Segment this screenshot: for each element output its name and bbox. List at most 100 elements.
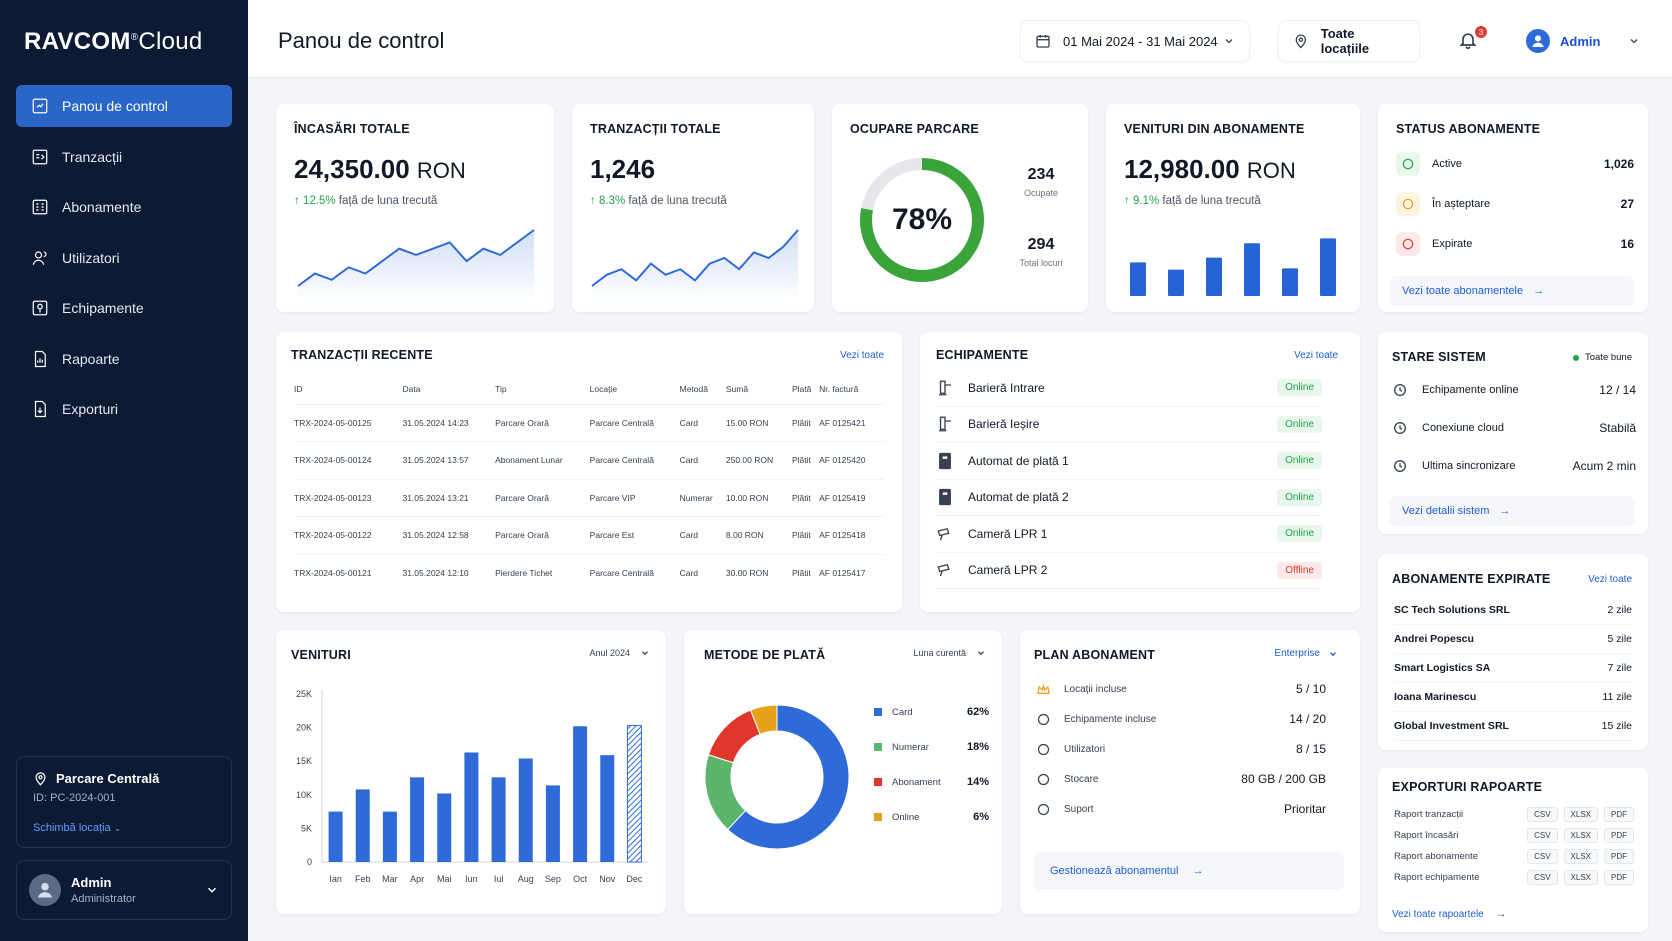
- sidebar-item-label: Exporturi: [62, 401, 119, 417]
- table-cell: AF 0125420: [819, 441, 884, 479]
- sidebar-item-2[interactable]: Tranzacții: [16, 136, 232, 178]
- equipment-row[interactable]: Cameră LPR 1 Online: [936, 516, 1322, 553]
- arrow-right-icon: →: [1533, 285, 1545, 297]
- expired-subscription-row[interactable]: SC Tech Solutions SRL 2 zile: [1394, 596, 1632, 625]
- column-header: Locație: [589, 383, 618, 394]
- chevron-down-icon[interactable]: [205, 883, 219, 897]
- plan-feature-label: Utilizatori: [1064, 743, 1106, 755]
- status-label: Expirate: [1432, 238, 1473, 250]
- table-cell: Parcare Centrală: [589, 441, 680, 479]
- trend-up-icon: ↑: [1124, 195, 1130, 207]
- status-value: 1,026: [1603, 157, 1634, 171]
- expired-subscription-row[interactable]: Ioana Marinescu 11 zile: [1394, 683, 1632, 712]
- report-export-row: Raport încasări CSV XLSX PDF: [1394, 825, 1634, 846]
- plan-select[interactable]: Enterprise: [1274, 648, 1338, 659]
- bar: [1320, 238, 1336, 296]
- clock-icon: [1036, 712, 1054, 727]
- bar: [1244, 243, 1260, 296]
- system-status-row: Echipamente online 12 / 14: [1392, 382, 1636, 398]
- equipment-row[interactable]: Automat de plată 2 Online: [936, 480, 1322, 516]
- transactions-table: ID Data Tip Locație Metodă Sumă Plată Nr. factu…: [294, 374, 884, 592]
- card-title: PLAN ABONAMENT: [1034, 648, 1156, 662]
- sidebar-item-label: Abonamente: [62, 199, 142, 215]
- table-cell: Parcare Est: [589, 516, 680, 554]
- table-row[interactable]: TRX-2024-05-00121 31.05.2024 12:10 Pierder…: [294, 553, 884, 592]
- sidebar-item-1[interactable]: Panou de control: [16, 85, 232, 127]
- support-icon: [1036, 802, 1054, 817]
- kpi-unit: RON: [416, 158, 466, 183]
- table-row[interactable]: TRX-2024-05-00122 31.05.2024 12:58 Parcare…: [294, 516, 884, 554]
- table-row[interactable]: TRX-2024-05-00124 31.05.2024 13:57 Aboname…: [294, 441, 884, 479]
- view-all-transactions-link[interactable]: Vezi toate: [840, 350, 884, 361]
- kpi-title: TRANZACȚII TOTALE: [590, 122, 721, 136]
- user-card[interactable]: Admin Administrator: [16, 860, 232, 920]
- export-format-button[interactable]: CSV: [1527, 849, 1558, 864]
- sidebar-item-3[interactable]: Abonamente: [16, 186, 232, 228]
- export-format-button[interactable]: CSV: [1527, 807, 1558, 822]
- export-format-button[interactable]: XLSX: [1563, 807, 1598, 822]
- revenue-period-select[interactable]: Anul 2024: [589, 648, 650, 658]
- sidebar-item-7[interactable]: Exporturi: [16, 388, 232, 430]
- export-format-button[interactable]: XLSX: [1563, 828, 1598, 843]
- table-cell: Parcare Orară: [495, 478, 590, 517]
- equipment-row[interactable]: Cameră LPR 2 Offline: [936, 553, 1322, 589]
- export-format-button[interactable]: PDF: [1604, 849, 1634, 864]
- admin-menu[interactable]: Admin: [1526, 29, 1640, 53]
- trend-note: față de luna trecută: [1162, 195, 1261, 207]
- x-tick-label: Nov: [599, 874, 616, 884]
- column-header: Sumă: [725, 383, 749, 394]
- table-cell: TRX-2024-05-00124: [294, 441, 403, 479]
- export-format-button[interactable]: XLSX: [1563, 849, 1598, 864]
- location-selector[interactable]: Toate locațiile: [1278, 20, 1420, 62]
- equipment-row[interactable]: Automat de plată 1 Online: [936, 443, 1322, 480]
- location-name: Parcare Centrală: [56, 771, 160, 786]
- expired-subscription-row[interactable]: Global Investment SRL 15 zile: [1394, 712, 1632, 741]
- total-spaces-label: Total locuri: [1019, 258, 1063, 268]
- table-cell: Parcare Orară: [495, 516, 590, 554]
- notifications-button[interactable]: [1458, 30, 1478, 55]
- expired-subscription-row[interactable]: Smart Logistics SA 7 zile: [1394, 654, 1632, 683]
- legend-label: Card: [892, 706, 913, 718]
- table-cell: Card: [679, 403, 726, 442]
- revenue-chart-card: VENITURI Anul 2024 0 5K 10K 15K 20K 25K Ian Feb…: [276, 630, 666, 914]
- sidebar-nav: Panou de control Tranzacții Abonamente Util…: [16, 85, 232, 439]
- payment-period-select[interactable]: Luna curentă: [913, 648, 986, 658]
- view-all-equipment-link[interactable]: Vezi toate: [1294, 350, 1338, 361]
- view-system-details-link[interactable]: Vezi detalii sistem →: [1390, 496, 1634, 526]
- export-format-button[interactable]: XLSX: [1563, 870, 1598, 885]
- top-header: Panou de control 01 Mai 2024 - 31 Mai 20…: [248, 0, 1672, 78]
- client-name: SC Tech Solutions SRL: [1394, 604, 1510, 616]
- view-all-subscriptions-link[interactable]: Vezi toate abonamentele →: [1390, 276, 1634, 306]
- export-format-button[interactable]: CSV: [1527, 828, 1558, 843]
- export-format-button[interactable]: PDF: [1604, 807, 1634, 822]
- equipment-row[interactable]: Barieră Intrare Online: [936, 370, 1322, 407]
- change-location-link[interactable]: Schimbă locația ⌄: [33, 822, 121, 834]
- equipment-row[interactable]: Barieră Ieșire Online: [936, 407, 1322, 443]
- status-value: 27: [1620, 197, 1634, 211]
- sidebar-item-5[interactable]: Echipamente: [16, 287, 232, 329]
- column-header: Metodă: [679, 383, 708, 394]
- export-format-button[interactable]: PDF: [1604, 870, 1634, 885]
- legend-label: Numerar: [892, 741, 929, 753]
- date-range-picker[interactable]: 01 Mai 2024 - 31 Mai 2024: [1020, 20, 1250, 62]
- report-export-row: Raport tranzacții CSV XLSX PDF: [1394, 804, 1634, 825]
- revenue-bar: [600, 755, 615, 862]
- table-cell: Card: [679, 441, 726, 479]
- chevron-down-icon: ⌄: [113, 823, 122, 833]
- view-all-expired-link[interactable]: Vezi toate: [1588, 574, 1632, 585]
- x-tick-label: Dec: [626, 874, 643, 884]
- table-cell: Pierdere Tichet: [495, 553, 590, 592]
- view-all-reports-link[interactable]: Vezi toate rapoartele →: [1392, 908, 1507, 920]
- export-format-button[interactable]: CSV: [1527, 870, 1558, 885]
- table-cell: Parcare VIP: [589, 478, 680, 517]
- export-format-button[interactable]: PDF: [1604, 828, 1634, 843]
- table-row[interactable]: TRX-2024-05-00125 31.05.2024 14:23 Parcare…: [294, 403, 884, 442]
- brand-logo[interactable]: RAVCOM®Cloud: [24, 28, 203, 56]
- manage-subscription-button[interactable]: Gestionează abonamentul →: [1034, 852, 1344, 890]
- expired-subscription-row[interactable]: Andrei Popescu 5 zile: [1394, 625, 1632, 654]
- table-cell: Plătit: [792, 441, 820, 479]
- table-row[interactable]: TRX-2024-05-00123 31.05.2024 13:21 Parcare…: [294, 478, 884, 517]
- bar: [1168, 269, 1184, 296]
- sidebar-item-6[interactable]: Rapoarte: [16, 338, 232, 380]
- sidebar-item-4[interactable]: Utilizatori: [16, 237, 232, 279]
